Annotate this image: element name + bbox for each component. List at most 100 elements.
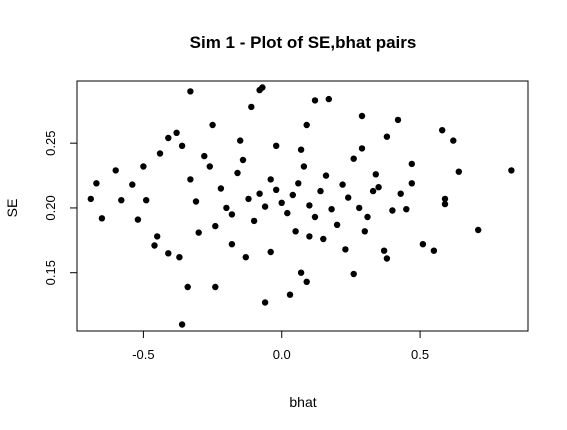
data-point: [217, 185, 225, 192]
data-point: [267, 248, 274, 256]
y-tick-label: 0.20: [43, 195, 58, 220]
y-tick-label: 0.15: [43, 260, 58, 285]
data-point: [303, 278, 310, 285]
data-point: [306, 202, 313, 209]
data-point: [209, 121, 216, 129]
data-point: [250, 217, 258, 225]
data-point: [372, 171, 379, 178]
data-point: [267, 176, 274, 183]
data-point: [325, 95, 332, 103]
data-point: [140, 163, 147, 170]
data-point: [311, 213, 319, 221]
plot-frame: [76, 80, 529, 332]
data-point: [201, 152, 208, 160]
data-point: [151, 242, 158, 249]
data-point: [256, 190, 263, 197]
data-point: [475, 226, 482, 234]
data-point: [369, 187, 377, 195]
data-point: [297, 269, 305, 276]
data-point: [397, 190, 404, 197]
data-point: [187, 176, 194, 183]
data-point: [87, 195, 95, 203]
data-point: [311, 97, 319, 104]
data-point: [192, 198, 200, 205]
x-tick-label: 0.5: [411, 347, 429, 362]
data-point: [206, 163, 213, 170]
data-point: [350, 270, 357, 278]
data-point: [234, 169, 241, 177]
data-point: [261, 203, 269, 210]
data-point: [350, 155, 357, 162]
data-point: [383, 133, 391, 140]
data-point: [364, 213, 371, 221]
data-point: [289, 191, 296, 199]
data-point: [295, 180, 302, 187]
data-point: [212, 222, 219, 230]
data-point: [228, 241, 236, 248]
data-point: [156, 150, 164, 157]
data-point: [361, 228, 368, 235]
x-axis: -0.5 0.0 0.5: [132, 330, 429, 362]
data-point: [383, 255, 391, 262]
data-point: [143, 197, 150, 204]
data-point: [356, 204, 363, 212]
data-point: [93, 180, 100, 187]
data-point: [239, 156, 247, 164]
data-point: [508, 167, 515, 174]
data-point: [273, 142, 280, 149]
data-point: [256, 86, 263, 94]
data-point: [195, 229, 202, 236]
data-point: [184, 283, 191, 291]
x-axis-label: bhat: [289, 394, 316, 410]
data-point: [300, 163, 308, 170]
chart-title: Sim 1 - Plot of SE,bhat pairs: [190, 33, 417, 52]
x-tick-label: -0.5: [132, 347, 154, 362]
data-point: [284, 209, 291, 217]
data-point: [441, 200, 449, 208]
data-point: [248, 103, 255, 111]
data-point: [450, 137, 457, 144]
data-point: [129, 181, 136, 188]
data-point: [297, 146, 305, 153]
data-point: [380, 247, 388, 254]
data-point: [286, 291, 294, 298]
data-point: [439, 127, 446, 134]
data-point: [242, 254, 249, 261]
data-point: [375, 184, 382, 191]
data-point: [394, 116, 402, 124]
data-point: [228, 211, 236, 218]
data-point: [98, 215, 106, 222]
data-point: [178, 321, 186, 328]
data-point: [419, 241, 427, 248]
data-point: [322, 172, 330, 179]
data-point: [358, 145, 366, 152]
data-point: [358, 112, 366, 120]
data-point: [112, 167, 119, 174]
data-point: [328, 206, 335, 213]
data-point: [342, 246, 349, 253]
data-point: [317, 187, 324, 195]
data-point: [408, 180, 415, 187]
data-point: [333, 221, 341, 228]
data-point: [165, 134, 172, 142]
data-point: [261, 299, 269, 306]
data-point: [303, 121, 310, 129]
data-point: [403, 206, 410, 213]
data-point: [178, 142, 186, 149]
data-point: [245, 195, 252, 203]
data-point: [212, 283, 219, 291]
data-point: [441, 195, 449, 203]
data-point: [273, 186, 280, 193]
y-tick-label: 0.25: [43, 131, 58, 156]
data-point: [237, 137, 244, 144]
data-point: [455, 168, 462, 175]
data-point: [165, 250, 172, 257]
data-point: [389, 207, 396, 214]
data-point: [173, 129, 180, 136]
y-axis: 0.15 0.20 0.25: [43, 131, 78, 285]
data-point: [118, 197, 125, 204]
data-point: [292, 228, 299, 235]
data-point: [134, 216, 142, 223]
